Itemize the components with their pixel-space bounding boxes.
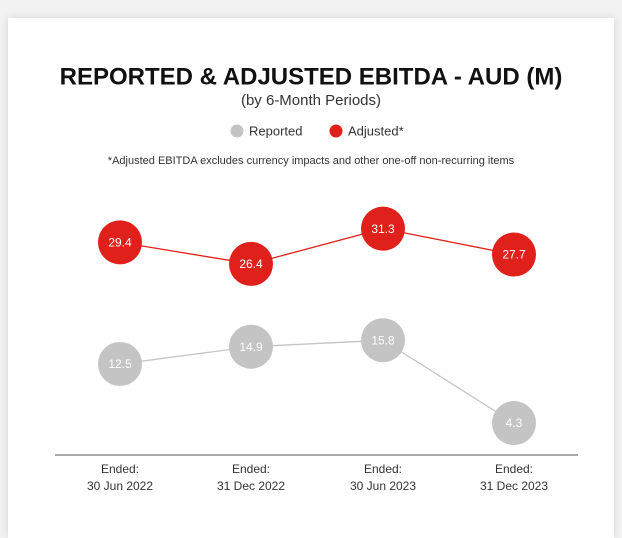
value-label: 4.3 [506, 416, 523, 430]
point [361, 206, 405, 251]
x-tick-line: Ended: [101, 462, 139, 476]
point [229, 241, 273, 286]
value-label: 27.7 [502, 248, 526, 262]
x-tick-line: 30 Jun 2022 [87, 479, 153, 493]
value-label: 31.3 [371, 222, 395, 236]
series-line [119, 339, 515, 424]
x-tick-line: Ended: [495, 462, 533, 476]
x-tick-label: Ended: 30 Jun 2023 [350, 462, 416, 493]
chart-subtitle: (by 6-Month Periods) [241, 92, 381, 109]
x-tick-line: Ended: [364, 462, 402, 476]
value-label: 12.5 [108, 357, 132, 371]
x-tick-line: 30 Jun 2023 [350, 479, 416, 493]
chart-title: REPORTED & ADJUSTED EBITDA - AUD (M) [60, 63, 563, 90]
point [98, 342, 142, 386]
x-tick-line: Ended: [232, 462, 270, 476]
x-tick-line: 31 Dec 2022 [217, 479, 285, 493]
x-tick-label: Ended: 31 Dec 2022 [217, 462, 285, 493]
point [361, 318, 405, 363]
value-label: 26.4 [239, 257, 263, 271]
x-tick-label: Ended: 30 Jun 2022 [87, 462, 153, 493]
value-label: 14.9 [239, 340, 263, 354]
value-label: 29.4 [108, 235, 132, 249]
x-tick-line: 31 Dec 2023 [480, 479, 548, 493]
x-tick-label: Ended: 31 Dec 2023 [480, 462, 548, 493]
legend-marker [230, 124, 244, 138]
point [229, 324, 273, 369]
point [492, 232, 536, 277]
point [492, 401, 536, 446]
value-label: 15.8 [371, 333, 395, 347]
series-line [119, 227, 515, 265]
legend-label: Adjusted* [348, 123, 404, 138]
note: *Adjusted EBITDA excludes currency impac… [108, 155, 515, 167]
legend-marker [329, 124, 343, 138]
point [98, 220, 142, 265]
legend-label: Reported [249, 123, 302, 138]
card [8, 18, 614, 538]
